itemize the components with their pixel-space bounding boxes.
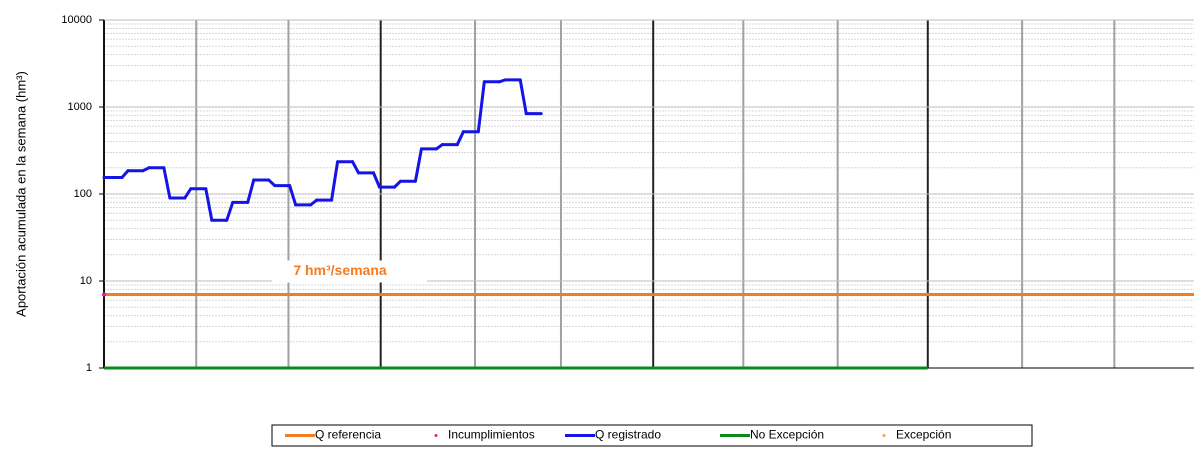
marker (102, 292, 106, 297)
y-tick-label: 10000 (61, 14, 92, 26)
y-tick-label: 1 (86, 362, 92, 374)
step-connector (162, 166, 172, 200)
step-connector (476, 80, 486, 134)
step-connector (351, 160, 361, 175)
legend-label: Q referencia (315, 428, 381, 442)
step-connector (225, 200, 235, 222)
legend-label: Excepción (896, 428, 951, 442)
legend-swatch (434, 434, 438, 437)
legend-label: Q registrado (595, 428, 661, 442)
y-tick-label: 1000 (68, 101, 92, 113)
step-connector (183, 187, 193, 200)
step-connector (246, 178, 256, 204)
step-connector (413, 147, 423, 183)
step-connector (372, 171, 381, 189)
step-connector (455, 130, 465, 147)
step-connector (288, 184, 298, 207)
step-connector (330, 160, 340, 202)
y-tick-label: 100 (74, 188, 92, 200)
legend-label: No Excepción (750, 428, 824, 442)
legend-box (271, 424, 1033, 447)
y-axis-label: Aportación acumulada en la semana (hm³) (13, 71, 28, 317)
annotation-bg (272, 260, 427, 283)
step-connector (204, 187, 214, 222)
legend-label: Incumplimientos (448, 428, 535, 442)
annotation: 7 hm³/semana (293, 262, 387, 278)
legend-swatch (882, 434, 886, 437)
y-tick-label: 10 (80, 275, 92, 287)
step-connector (518, 78, 528, 116)
